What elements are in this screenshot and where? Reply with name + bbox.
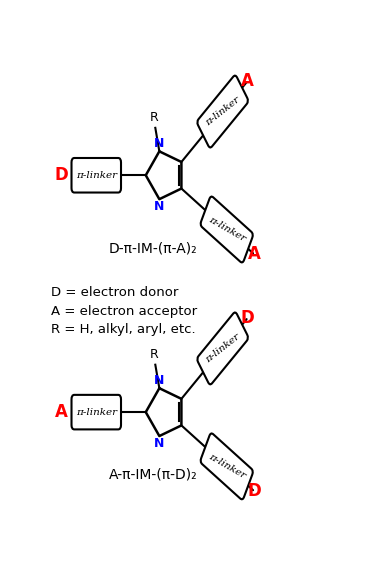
FancyBboxPatch shape — [197, 76, 248, 147]
Text: R: R — [150, 112, 158, 124]
FancyBboxPatch shape — [197, 312, 248, 384]
Text: N: N — [154, 201, 164, 213]
Text: R = H, alkyl, aryl, etc.: R = H, alkyl, aryl, etc. — [51, 323, 196, 336]
Text: A: A — [241, 72, 254, 90]
Text: D: D — [247, 482, 261, 500]
FancyBboxPatch shape — [72, 395, 121, 430]
Text: D-π-IM-(π-A)₂: D-π-IM-(π-A)₂ — [109, 242, 197, 255]
Text: D: D — [241, 309, 255, 327]
Text: A: A — [55, 403, 68, 421]
FancyBboxPatch shape — [201, 434, 253, 499]
Text: A-π-IM-(π-D)₂: A-π-IM-(π-D)₂ — [109, 467, 197, 481]
Text: N: N — [154, 374, 164, 387]
Text: π-linker: π-linker — [76, 408, 117, 417]
FancyBboxPatch shape — [201, 197, 253, 262]
Text: A: A — [248, 246, 261, 263]
Text: D: D — [54, 166, 68, 184]
Text: N: N — [154, 137, 164, 150]
Text: π-linker: π-linker — [204, 332, 242, 365]
Text: R: R — [150, 348, 158, 361]
Text: π-linker: π-linker — [204, 95, 242, 128]
Text: π-linker: π-linker — [76, 171, 117, 180]
Text: N: N — [154, 438, 164, 450]
Text: π-linker: π-linker — [207, 452, 247, 481]
FancyBboxPatch shape — [72, 158, 121, 193]
Text: π-linker: π-linker — [207, 215, 247, 244]
Text: A = electron acceptor: A = electron acceptor — [51, 305, 197, 317]
Text: D = electron donor: D = electron donor — [51, 286, 178, 299]
